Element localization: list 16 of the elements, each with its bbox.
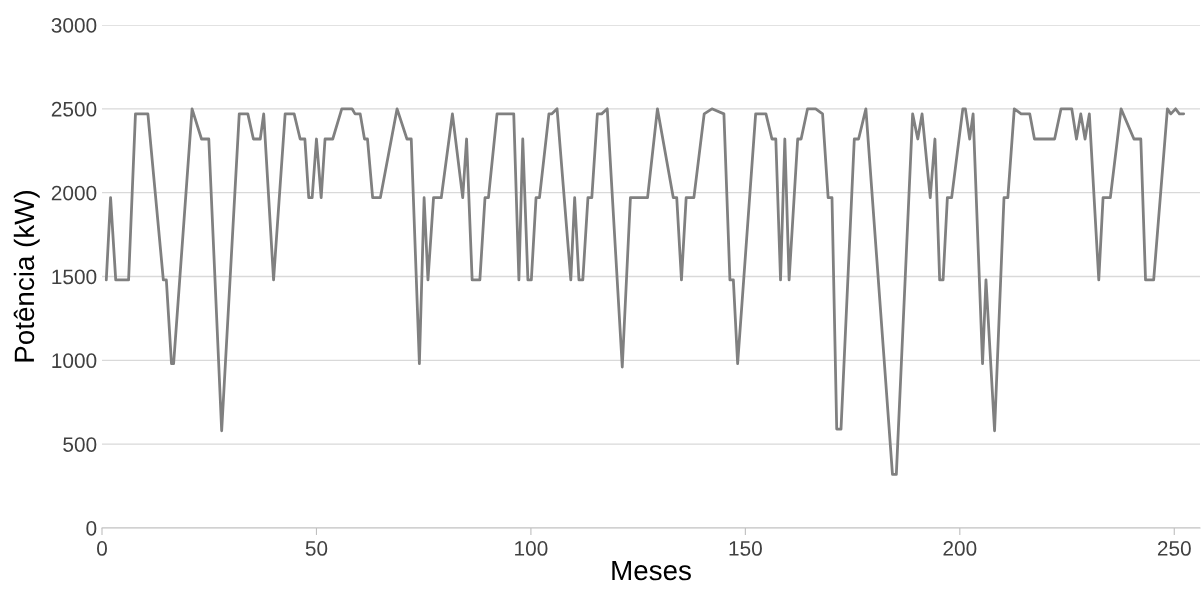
x-axis-title: Meses (612, 560, 691, 581)
x-tick-label: 100 (515, 541, 548, 556)
y-axis-title: Potência (kW) (13, 191, 40, 362)
x-tick-label: 200 (943, 541, 977, 556)
y-tick-label: 3000 (51, 18, 97, 33)
y-tick-label: 1500 (52, 269, 97, 285)
x-tick-label: 250 (1157, 541, 1191, 556)
y-tick-label: 1000 (52, 353, 97, 369)
x-tick-label: 50 (305, 541, 328, 556)
line-series (104, 107, 1186, 476)
y-tick-label: 0 (86, 521, 97, 536)
x-tick-label: 0 (97, 541, 107, 556)
y-tick-label: 2500 (51, 101, 97, 117)
x-tick-label: 150 (729, 541, 762, 556)
y-tick-label: 500 (63, 437, 97, 452)
y-tick-label: 2000 (51, 185, 97, 201)
